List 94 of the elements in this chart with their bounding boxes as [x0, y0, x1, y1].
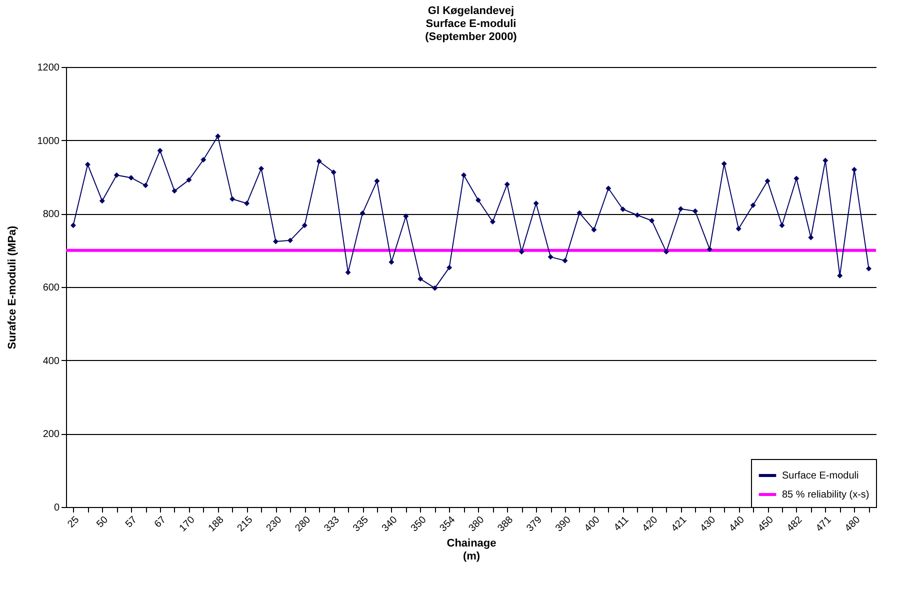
point — [475, 197, 481, 203]
point — [576, 210, 582, 216]
y-tick-label: 600 — [42, 282, 60, 294]
x-axis-title: Chainage (m) — [446, 537, 496, 562]
y-tick-label: 200 — [42, 429, 60, 440]
point — [649, 218, 655, 224]
x-tick-label: 388 — [496, 514, 516, 534]
point — [186, 177, 192, 183]
point — [548, 254, 554, 260]
point — [736, 226, 742, 232]
y-tick-label: 1000 — [37, 136, 60, 147]
point — [678, 206, 684, 212]
point — [706, 246, 712, 252]
legend-label: 85 % reliability (x-s) — [782, 490, 870, 500]
point — [533, 200, 539, 206]
point — [142, 182, 148, 188]
point — [794, 176, 800, 182]
point — [316, 158, 322, 164]
point — [418, 276, 424, 282]
point — [822, 158, 828, 164]
x-tick-label: 480 — [843, 514, 863, 534]
x-tick-label: 280 — [293, 514, 314, 534]
point — [634, 212, 640, 218]
point — [70, 222, 76, 228]
y-tick-label: 400 — [42, 356, 60, 367]
point — [562, 258, 568, 264]
point — [764, 178, 770, 184]
point — [128, 174, 134, 180]
x-tick-label: 25 — [66, 514, 82, 530]
point — [692, 208, 698, 214]
point — [866, 266, 872, 272]
point — [287, 238, 293, 244]
x-tick-label: 482 — [785, 514, 806, 534]
point — [200, 157, 206, 163]
point — [157, 148, 163, 154]
x-tick-label: 430 — [698, 514, 718, 534]
x-tick-label: 188 — [206, 514, 226, 534]
point — [852, 166, 858, 172]
point — [606, 186, 612, 192]
x-tick-label: 67 — [152, 514, 169, 530]
y-tick-label: 1200 — [37, 62, 60, 74]
point — [230, 196, 236, 202]
x-tick-label: 421 — [669, 514, 690, 534]
legend-label: Surface E-moduli — [782, 470, 859, 482]
point — [258, 166, 264, 172]
point — [84, 162, 90, 168]
point — [345, 270, 351, 276]
point — [490, 218, 496, 224]
x-tick-label: 390 — [554, 514, 574, 534]
point — [750, 202, 756, 208]
x-tick-label: 380 — [466, 514, 487, 534]
point — [388, 259, 394, 265]
point — [302, 222, 308, 228]
point — [360, 210, 366, 216]
x-tick-label: 333 — [322, 514, 342, 534]
point — [664, 249, 670, 255]
x-tick-label: 215 — [236, 514, 256, 534]
x-tick-label: 420 — [640, 514, 660, 534]
y-axis-title: Surafce E-moduli (MPa) — [6, 225, 18, 350]
x-tick-label: 50 — [94, 514, 111, 530]
x-tick-label: 335 — [351, 514, 372, 534]
x-tick-label: 450 — [756, 514, 776, 534]
x-tick-label: 379 — [524, 514, 545, 534]
point — [374, 178, 380, 184]
x-tick-label: 340 — [380, 514, 400, 534]
point — [244, 200, 250, 206]
point — [99, 198, 105, 204]
point — [403, 213, 409, 219]
x-tick-label: 411 — [612, 514, 632, 534]
x-tick-label: 350 — [409, 514, 429, 534]
point — [172, 188, 178, 194]
x-tick-label: 440 — [727, 514, 748, 534]
point — [272, 238, 278, 244]
y-tick-label: 0 — [54, 502, 60, 514]
y-tick-label: 800 — [42, 209, 60, 220]
x-tick-label: 230 — [264, 514, 284, 534]
point — [518, 249, 524, 255]
point — [808, 234, 814, 240]
point — [779, 222, 785, 228]
point — [446, 264, 452, 270]
point — [432, 285, 438, 291]
point — [504, 182, 510, 188]
point — [215, 134, 221, 140]
point — [620, 206, 626, 212]
x-tick-label: 471 — [814, 514, 834, 534]
point — [591, 227, 597, 233]
x-tick-label: 400 — [582, 514, 603, 534]
point — [461, 172, 467, 178]
x-tick-label: 354 — [438, 514, 458, 534]
point — [330, 169, 336, 175]
x-tick-label: 57 — [124, 514, 140, 530]
x-tick-label: 170 — [178, 514, 198, 534]
point — [114, 172, 120, 178]
chart-title: Gl Køgelandevej Surface E-moduli (September 2000) — [425, 5, 518, 43]
